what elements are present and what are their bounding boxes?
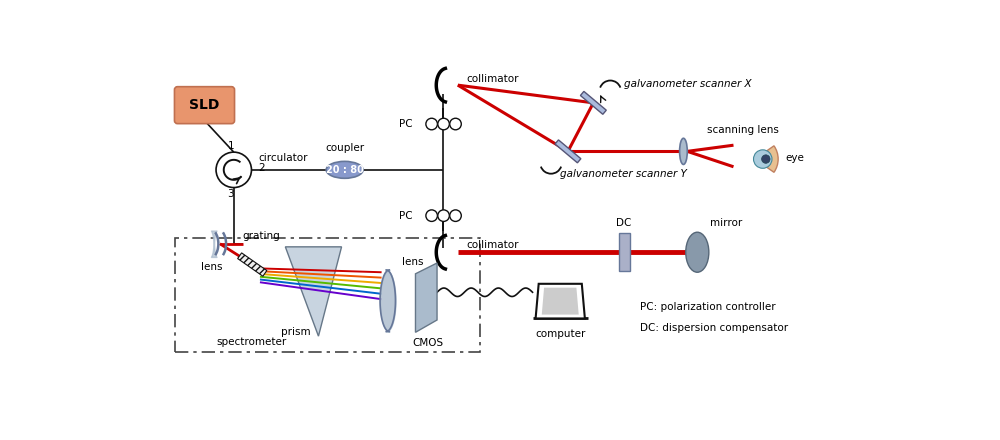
Text: spectrometer: spectrometer <box>216 337 286 347</box>
Polygon shape <box>580 92 606 114</box>
Ellipse shape <box>326 161 363 178</box>
Text: DC: DC <box>616 218 632 228</box>
Text: 1: 1 <box>227 141 234 151</box>
Circle shape <box>438 118 449 130</box>
Text: collimator: collimator <box>466 74 519 84</box>
Text: PC: PC <box>399 211 412 220</box>
Polygon shape <box>536 284 585 319</box>
Polygon shape <box>238 253 267 276</box>
FancyBboxPatch shape <box>619 233 630 271</box>
Text: computer: computer <box>535 329 585 339</box>
Text: coupler: coupler <box>325 143 364 153</box>
FancyBboxPatch shape <box>174 87 235 124</box>
Text: PC: PC <box>399 119 412 129</box>
Circle shape <box>762 155 770 163</box>
Ellipse shape <box>686 232 709 272</box>
Text: galvanometer scanner X: galvanometer scanner X <box>624 79 752 88</box>
Text: prism: prism <box>281 326 310 337</box>
Text: DC: dispersion compensator: DC: dispersion compensator <box>640 323 788 334</box>
Text: PC: polarization controller: PC: polarization controller <box>640 302 775 312</box>
Circle shape <box>450 118 461 130</box>
Polygon shape <box>415 263 437 332</box>
Text: eye: eye <box>786 153 805 162</box>
Text: circulator: circulator <box>258 153 308 163</box>
Circle shape <box>426 210 437 221</box>
Ellipse shape <box>680 138 687 165</box>
Circle shape <box>438 210 449 221</box>
Wedge shape <box>755 146 778 172</box>
Polygon shape <box>285 247 342 336</box>
Text: CMOS: CMOS <box>412 338 443 348</box>
Circle shape <box>216 152 251 187</box>
Polygon shape <box>555 140 581 163</box>
Text: mirror: mirror <box>710 218 743 228</box>
Text: lens: lens <box>402 257 423 267</box>
Circle shape <box>754 150 772 168</box>
Circle shape <box>426 118 437 130</box>
Polygon shape <box>542 288 579 315</box>
Text: collimator: collimator <box>466 239 519 249</box>
Text: 2: 2 <box>258 163 265 173</box>
Text: galvanometer scanner Y: galvanometer scanner Y <box>560 169 687 180</box>
Text: grating: grating <box>243 231 280 241</box>
Circle shape <box>450 210 461 221</box>
Text: 3: 3 <box>227 189 234 199</box>
Text: 20 : 80: 20 : 80 <box>326 165 364 175</box>
Text: scanning lens: scanning lens <box>707 125 778 135</box>
Text: SLD: SLD <box>189 98 220 112</box>
Text: lens: lens <box>201 262 223 272</box>
